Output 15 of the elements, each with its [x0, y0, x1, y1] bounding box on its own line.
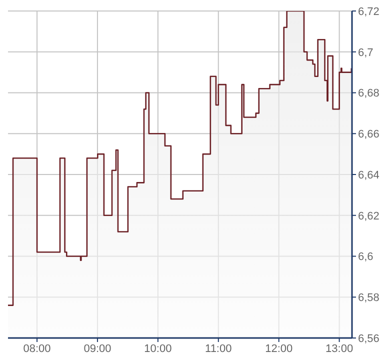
y-tick-label: 6,62: [358, 210, 380, 222]
x-tick-label: 13:00: [326, 342, 354, 355]
y-tick-label: 6,7: [358, 46, 374, 59]
y-tick-label: 6,56: [358, 332, 380, 345]
y-tick-label: 6,64: [358, 169, 380, 182]
x-tick-label: 12:00: [265, 342, 293, 355]
x-tick-label: 08:00: [23, 342, 51, 355]
y-tick-label: 6,66: [358, 128, 380, 141]
y-tick-label: 6,58: [358, 292, 380, 304]
x-tick-label: 10:00: [144, 342, 172, 355]
x-tick-label: 09:00: [84, 342, 112, 355]
y-tick-label: 6,6: [358, 251, 374, 264]
y-tick-label: 6,68: [358, 88, 380, 100]
y-tick-label: 6,72: [358, 6, 380, 18]
x-tick-label: 11:00: [205, 342, 232, 355]
